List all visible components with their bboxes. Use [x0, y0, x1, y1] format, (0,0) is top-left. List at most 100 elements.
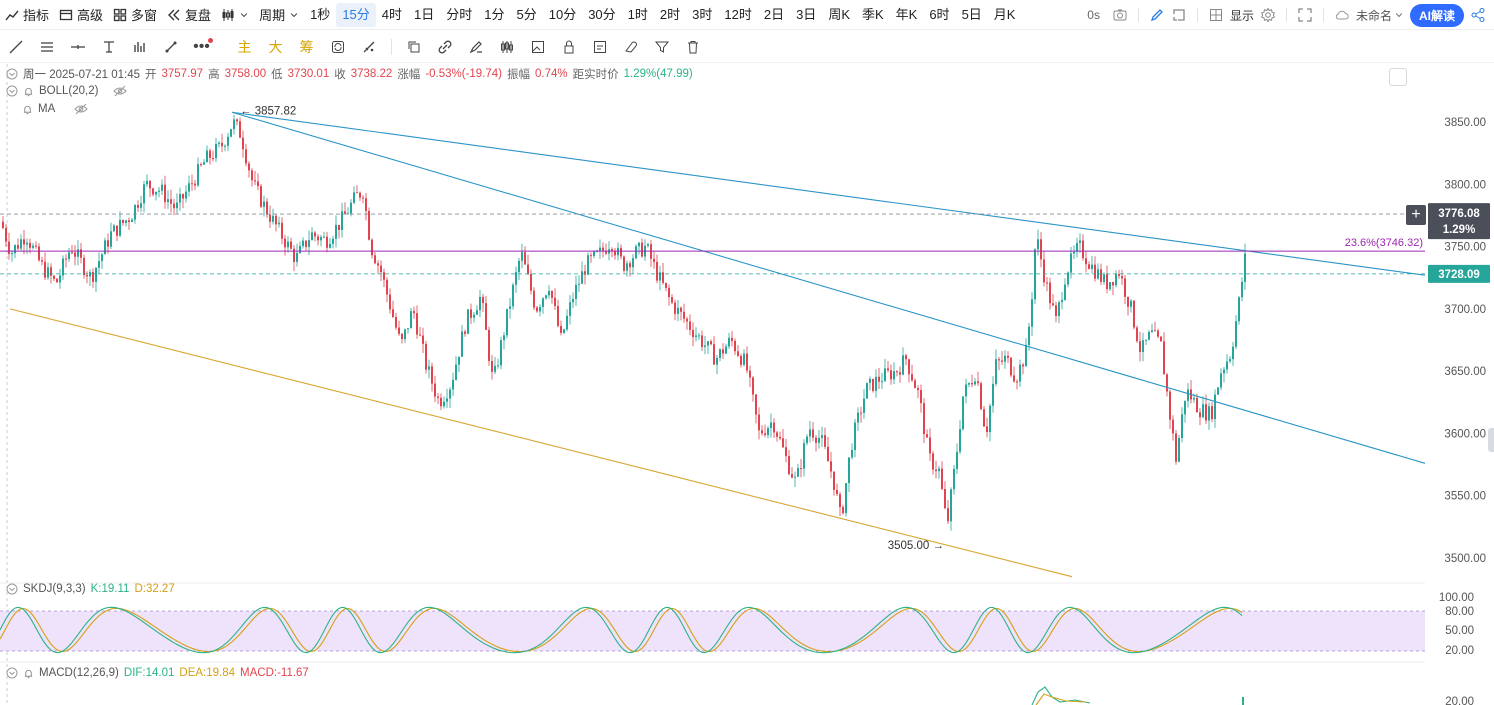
- period-年K[interactable]: 年K: [895, 6, 918, 22]
- replay-button[interactable]: 复盘: [162, 2, 216, 28]
- magnet-tool[interactable]: [353, 33, 384, 61]
- ruler-icon: [165, 41, 176, 52]
- edit-icon[interactable]: [1149, 7, 1165, 23]
- trendline-tool[interactable]: [0, 33, 31, 61]
- period-15分[interactable]: 15分: [336, 2, 376, 27]
- eye-hidden-icon[interactable]: [74, 103, 88, 115]
- period-分时[interactable]: 分时: [446, 6, 473, 22]
- ma-name[interactable]: MA: [38, 103, 56, 115]
- channel-tool[interactable]: [31, 33, 62, 61]
- candle-body: [626, 263, 628, 271]
- big-order-toggle[interactable]: 大: [268, 38, 283, 55]
- candle-body: [161, 184, 163, 191]
- side-panel-handle[interactable]: [1488, 428, 1494, 452]
- measure-tool[interactable]: [155, 33, 186, 61]
- boll-name[interactable]: BOLL(20,2): [39, 85, 99, 97]
- main-chart-toggle[interactable]: 主: [237, 38, 252, 55]
- period-1秒[interactable]: 1秒: [310, 6, 331, 22]
- alarm-icon[interactable]: [23, 86, 34, 97]
- camera-icon[interactable]: [1112, 7, 1128, 23]
- period-1日[interactable]: 1日: [414, 6, 435, 22]
- chart-type-button[interactable]: [216, 2, 254, 28]
- period-5日[interactable]: 5日: [961, 6, 982, 22]
- alarm-icon[interactable]: [22, 104, 33, 115]
- candle-body: [755, 394, 757, 415]
- skdj-name[interactable]: SKDJ(9,3,3): [23, 583, 86, 595]
- period-周K[interactable]: 周K: [828, 6, 850, 22]
- sync-tool[interactable]: [322, 33, 353, 61]
- expand-chart-button[interactable]: [1389, 68, 1407, 86]
- filter-tool[interactable]: [646, 33, 677, 61]
- candle-body: [512, 284, 514, 307]
- collapse-icon[interactable]: [6, 68, 18, 80]
- period-4时[interactable]: 4时: [381, 6, 403, 22]
- fullscreen-icon[interactable]: [1297, 7, 1313, 23]
- period-30分[interactable]: 30分: [588, 6, 616, 22]
- candle-body: [986, 426, 988, 433]
- period-dropdown[interactable]: 周期: [254, 2, 304, 28]
- candle-body: [359, 192, 361, 198]
- period-3时[interactable]: 3时: [692, 6, 713, 22]
- period-月K[interactable]: 月K: [993, 6, 1016, 22]
- collapse-icon[interactable]: [6, 85, 18, 97]
- gear-icon[interactable]: [1260, 7, 1276, 23]
- candle-body: [878, 376, 880, 382]
- candle-body: [656, 261, 658, 281]
- lock-tool[interactable]: [553, 33, 584, 61]
- period-6时[interactable]: 6时: [929, 6, 950, 22]
- add-alert-button[interactable]: +: [1406, 205, 1426, 225]
- ai-analysis-button[interactable]: AI解读: [1409, 3, 1464, 27]
- candle-body: [371, 239, 373, 256]
- candle-body: [1025, 344, 1027, 367]
- pattern-tool[interactable]: [124, 33, 155, 61]
- period-12时[interactable]: 12时: [724, 6, 752, 22]
- more-tools[interactable]: •••: [186, 33, 217, 61]
- note-icon: [593, 40, 606, 53]
- skdj-band: [0, 611, 1425, 651]
- candle-body: [632, 258, 634, 268]
- candle-body: [1067, 272, 1069, 285]
- link-tool[interactable]: [429, 33, 460, 61]
- macd-name[interactable]: MACD(12,26,9): [39, 667, 119, 679]
- eye-hidden-icon[interactable]: [113, 85, 128, 97]
- period-1分[interactable]: 1分: [484, 6, 505, 22]
- resize-icon[interactable]: [1171, 7, 1187, 23]
- period-5分[interactable]: 5分: [516, 6, 537, 22]
- brush-tool[interactable]: [460, 33, 491, 61]
- eraser-tool[interactable]: [615, 33, 646, 61]
- grid-icon[interactable]: [1208, 7, 1224, 23]
- delete-tool[interactable]: [677, 33, 708, 61]
- horizontal-line-tool[interactable]: [62, 33, 93, 61]
- candle-body: [605, 250, 607, 254]
- multi-window-button[interactable]: 多窗: [108, 2, 162, 28]
- candle-body: [1160, 336, 1162, 342]
- collapse-icon[interactable]: [6, 583, 18, 595]
- period-1时[interactable]: 1时: [627, 6, 648, 22]
- advanced-button[interactable]: 高级: [54, 2, 108, 28]
- candle-body: [713, 344, 715, 365]
- candle-body: [287, 241, 289, 248]
- period-2日[interactable]: 2日: [763, 6, 785, 22]
- period-2时[interactable]: 2时: [659, 6, 681, 22]
- indicator-button[interactable]: 指标: [0, 2, 54, 28]
- period-季K[interactable]: 季K: [861, 6, 884, 22]
- chip-distribution-toggle[interactable]: 筹: [299, 38, 314, 55]
- share-icon[interactable]: [1470, 7, 1486, 23]
- period-10分[interactable]: 10分: [548, 6, 577, 22]
- candle-body: [32, 245, 34, 248]
- candle-body: [710, 341, 712, 345]
- display-button[interactable]: 显示: [1229, 8, 1254, 23]
- collapse-icon[interactable]: [6, 667, 18, 679]
- note-tool[interactable]: [584, 33, 615, 61]
- candle-tool[interactable]: [491, 33, 522, 61]
- candle-body: [758, 414, 760, 431]
- period-3日[interactable]: 3日: [796, 6, 817, 22]
- crosshair-pct: 1.29%: [1443, 224, 1476, 236]
- candle-body: [584, 271, 586, 275]
- copy-tool[interactable]: [398, 33, 429, 61]
- image-tool[interactable]: [522, 33, 553, 61]
- layout-name-dropdown[interactable]: 未命名: [1356, 7, 1404, 24]
- text-tool[interactable]: [93, 33, 124, 61]
- alarm-icon[interactable]: [23, 668, 34, 679]
